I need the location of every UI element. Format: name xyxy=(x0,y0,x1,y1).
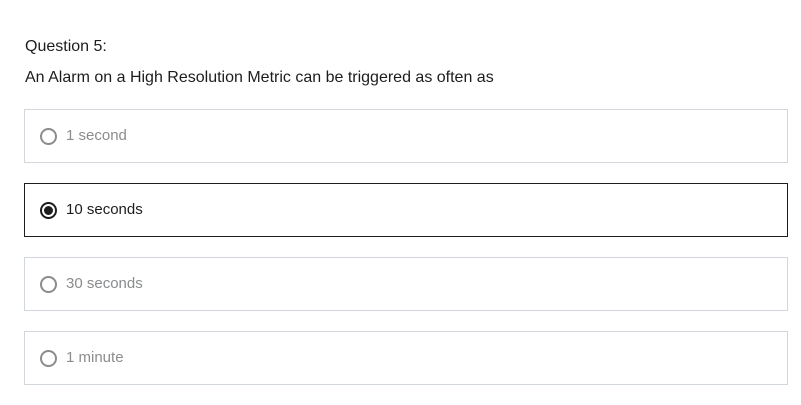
answer-option-2[interactable]: 10 seconds xyxy=(24,183,788,237)
answer-option-1[interactable]: 1 second xyxy=(24,109,788,163)
radio-button-icon[interactable] xyxy=(40,275,57,293)
answer-option-3[interactable]: 30 seconds xyxy=(24,257,788,311)
answer-option-label: 30 seconds xyxy=(66,275,143,292)
question-text: An Alarm on a High Resolution Metric can… xyxy=(25,69,494,86)
question-number: Question 5: xyxy=(25,38,107,55)
answer-option-label: 1 second xyxy=(66,127,127,144)
answer-options: 1 second 10 seconds 30 seconds 1 minute xyxy=(24,109,788,405)
answer-option-label: 10 seconds xyxy=(66,201,143,218)
radio-button-icon[interactable] xyxy=(40,201,57,219)
radio-button-icon[interactable] xyxy=(40,127,57,145)
answer-option-4[interactable]: 1 minute xyxy=(24,331,788,385)
radio-dot-icon xyxy=(44,205,53,215)
radio-button-icon[interactable] xyxy=(40,349,57,367)
answer-option-label: 1 minute xyxy=(66,349,124,366)
